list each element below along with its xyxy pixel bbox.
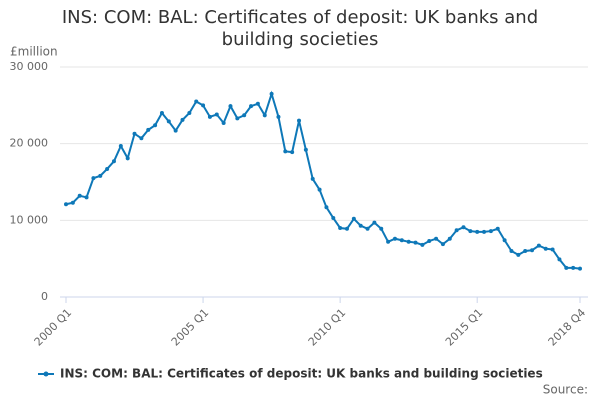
data-point: [516, 252, 521, 257]
data-point: [153, 123, 158, 128]
data-point: [488, 229, 493, 234]
data-point: [132, 131, 137, 136]
data-point: [413, 240, 418, 245]
x-tick-label: 2015 Q1: [443, 306, 486, 349]
data-point: [201, 103, 206, 108]
data-point: [214, 112, 219, 117]
data-point: [475, 229, 480, 234]
data-point: [111, 159, 116, 164]
data-point: [77, 193, 82, 198]
data-point: [482, 229, 487, 234]
data-point: [242, 113, 247, 118]
data-point: [571, 265, 576, 270]
data-point: [276, 114, 281, 119]
data-point: [180, 117, 185, 122]
data-point: [440, 242, 445, 247]
data-point: [187, 111, 192, 115]
data-point: [434, 236, 439, 241]
data-point: [523, 249, 528, 253]
x-tick-label: 2000 Q1: [32, 306, 75, 349]
data-point: [509, 249, 514, 253]
data-point: [303, 147, 308, 152]
x-tick-label: 2005 Q1: [169, 306, 212, 349]
data-point: [420, 242, 425, 247]
data-point: [578, 266, 582, 271]
data-point: [194, 99, 199, 104]
data-point: [392, 236, 397, 241]
data-point: [427, 239, 432, 244]
data-point: [502, 238, 507, 243]
y-axis-unit: £million: [10, 45, 58, 59]
data-point: [468, 229, 473, 234]
data-point: [235, 116, 240, 121]
data-point: [454, 228, 459, 233]
data-point: [283, 149, 288, 154]
data-point: [105, 166, 110, 171]
x-tick-label: 2018 Q4: [546, 306, 589, 349]
data-point: [221, 120, 226, 125]
data-point: [146, 127, 151, 132]
series-line: [65, 90, 581, 270]
legend-marker: [43, 371, 49, 377]
data-point: [564, 265, 569, 270]
data-point: [173, 128, 178, 133]
legend-label: INS: COM: BAL: Certificates of deposit: …: [60, 367, 543, 381]
data-point: [125, 156, 130, 161]
data-point: [447, 236, 452, 241]
data-point: [495, 226, 500, 231]
data-point: [399, 238, 404, 243]
data-point: [290, 150, 295, 155]
data-point: [557, 257, 562, 262]
y-tick-label: 20 000: [10, 137, 49, 150]
data-point: [406, 239, 411, 244]
data-point: [255, 101, 260, 106]
data-point: [372, 220, 377, 225]
data-point: [297, 118, 302, 123]
x-tick-label: 2010 Q1: [306, 306, 349, 349]
data-point: [365, 226, 370, 231]
source: Source:: [543, 383, 588, 397]
data-point: [84, 195, 89, 200]
data-point: [139, 136, 144, 141]
data-point: [461, 225, 466, 230]
data-point: [338, 226, 343, 230]
data-point: [331, 216, 336, 221]
data-point: [228, 104, 233, 109]
data-point: [536, 243, 541, 248]
data-point: [351, 216, 356, 221]
data-point: [386, 239, 391, 244]
data-point: [64, 202, 68, 207]
data-point: [317, 187, 322, 192]
data-point: [550, 247, 555, 252]
data-point: [379, 226, 384, 231]
y-tick-label: 0: [41, 290, 48, 303]
data-point: [358, 223, 363, 228]
data-point: [269, 91, 274, 96]
data-point: [207, 114, 212, 119]
data-point: [530, 248, 535, 253]
y-tick-label: 30 000: [10, 60, 49, 73]
chart-title: INS: COM: BAL: Certificates of deposit: …: [61, 7, 539, 50]
data-point: [344, 226, 349, 231]
data-point: [98, 173, 103, 178]
y-tick-label: 10 000: [10, 213, 49, 226]
data-point: [118, 143, 123, 148]
data-point: [159, 111, 164, 115]
data-point: [91, 176, 96, 181]
data-point: [166, 119, 171, 124]
data-point: [310, 176, 315, 181]
data-point: [262, 113, 267, 118]
data-point: [324, 205, 329, 210]
data-point: [249, 104, 254, 109]
data-point: [70, 200, 75, 205]
data-point: [543, 246, 548, 251]
